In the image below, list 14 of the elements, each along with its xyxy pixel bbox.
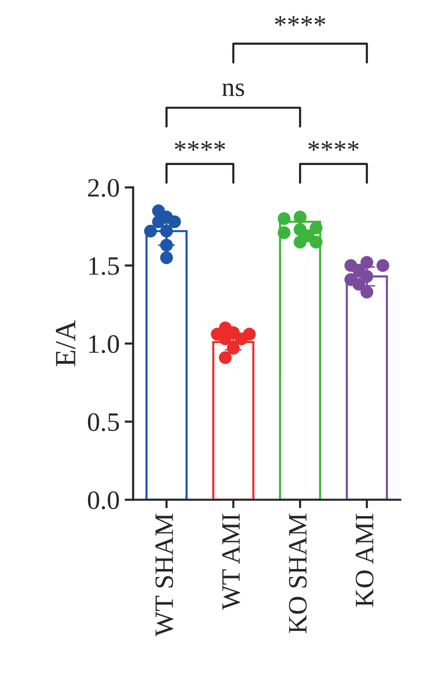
y-tick-label: 0.5 (88, 413, 119, 432)
y-tick-label: 1.0 (89, 335, 119, 354)
x-tick-label: KO SHAM (288, 514, 307, 634)
y-tick-label: 0.0 (88, 491, 119, 510)
text: ns (222, 83, 244, 96)
x-tick-label: KO AMI (356, 514, 374, 607)
x-tick-label: WT AMI (222, 514, 240, 610)
y-axis-title: E/A (56, 320, 76, 366)
text: **** (174, 141, 226, 151)
text: **** (274, 16, 326, 26)
text: **** (308, 141, 359, 151)
y-tick-label: 1.5 (89, 257, 119, 276)
x-tick-label: WT SHAM (155, 514, 174, 636)
y-tick-label: 2.0 (88, 179, 119, 197)
